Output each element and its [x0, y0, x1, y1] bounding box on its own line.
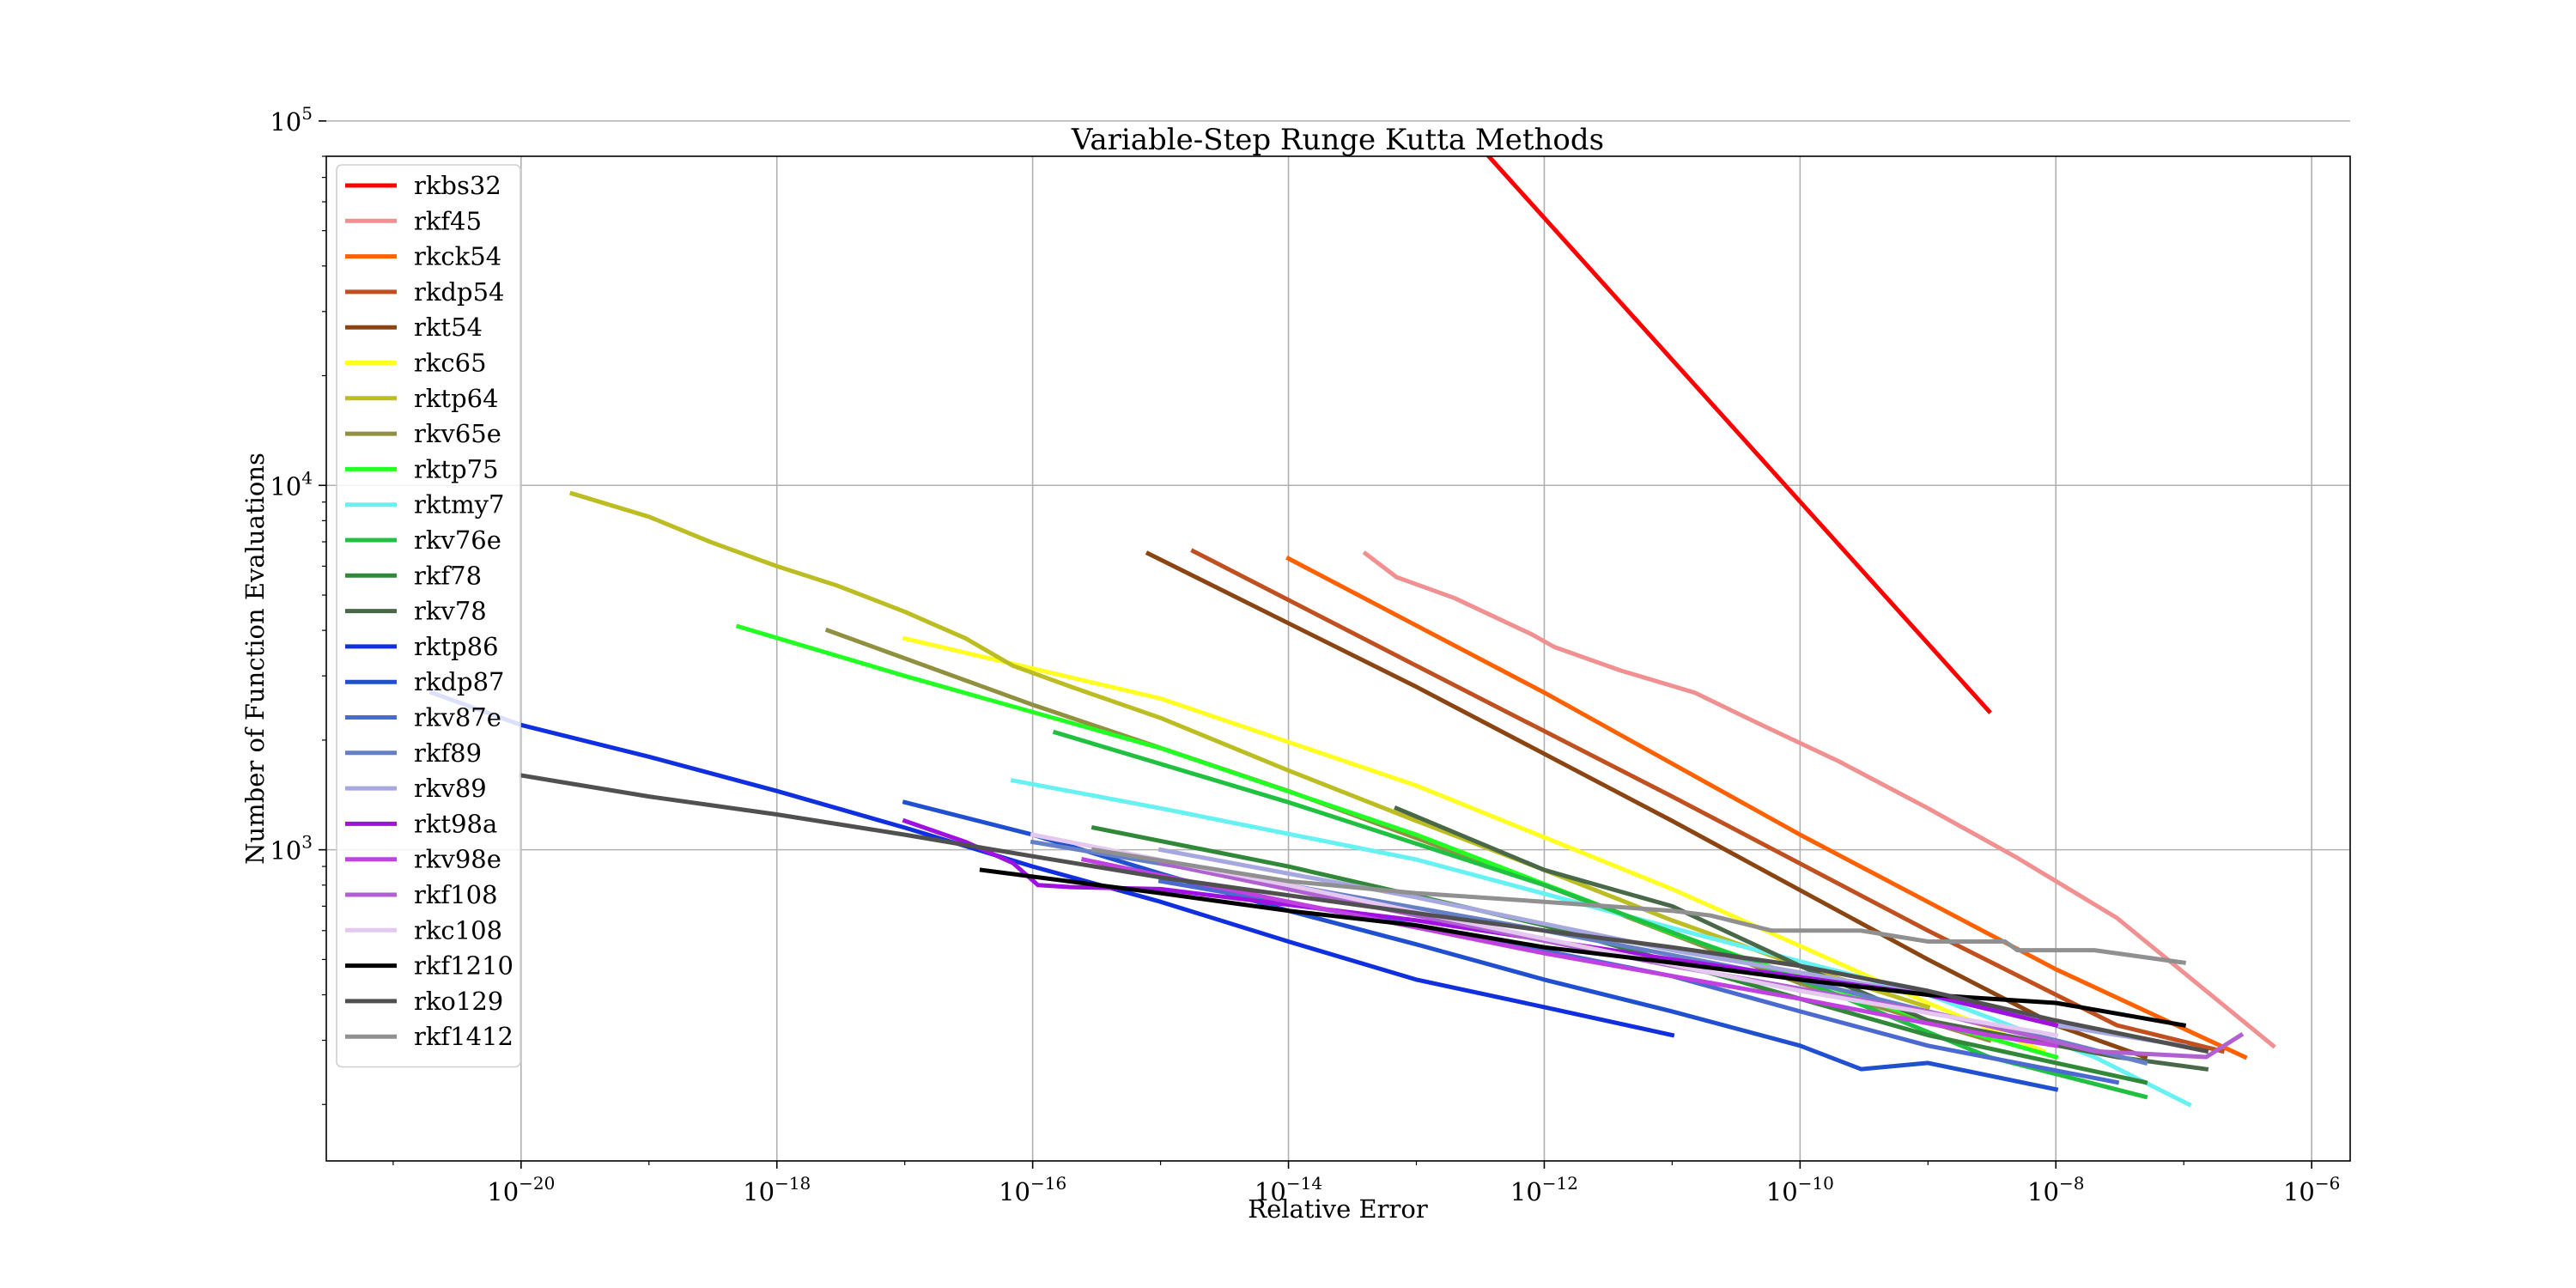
- legend-label-rkf78: rkf78: [414, 561, 482, 590]
- legend-label-rkv76e: rkv76e: [414, 526, 501, 555]
- legend-label-rkv89: rkv89: [414, 774, 487, 803]
- y-tick-base: 10: [270, 836, 301, 866]
- x-tick-base: 10: [999, 1177, 1030, 1206]
- x-tick-label: 10−20: [487, 1173, 555, 1206]
- legend-label-rkbs32: rkbs32: [414, 171, 501, 200]
- y-axis-label: Number of Function Evaluations: [240, 453, 270, 865]
- x-tick-exponent: −6: [2315, 1173, 2340, 1194]
- series-line-rkt54: [1145, 550, 2148, 1060]
- y-tick-label: 105: [270, 103, 313, 137]
- x-tick-exponent: −18: [775, 1173, 811, 1194]
- x-tick-label: 10−10: [1766, 1173, 1834, 1206]
- x-axis-ticks: 10−20 10−18 10−16 10−14 10−12 10−10 10−8 10−6: [392, 1161, 2340, 1206]
- x-tick-label: 10−6: [2283, 1173, 2340, 1206]
- x-tick-label: 10−8: [2027, 1173, 2084, 1206]
- x-tick-base: 10: [1510, 1177, 1542, 1206]
- legend-box: [336, 164, 521, 1068]
- chart-title: Variable-Step Runge Kutta Methods: [1071, 123, 1604, 157]
- y-tick-base: 10: [270, 107, 301, 137]
- legend-label-rktp86: rktp86: [414, 632, 499, 661]
- legend: rkbs32 rkf45 rkck54 rkdp54 rkt54 rkc65 rktp64 r…: [336, 164, 521, 1068]
- series-line-rkck54: [1285, 556, 2248, 1060]
- series-line-rkv76e: [1052, 729, 2148, 1100]
- series-line-rko129: [518, 773, 2209, 1054]
- legend-label-rkv65e: rkv65e: [414, 419, 501, 448]
- legend-label-rktp64: rktp64: [414, 384, 499, 413]
- legend-label-rko129: rko129: [414, 987, 503, 1016]
- y-tick-label: 103: [270, 832, 313, 866]
- y-tick-exponent: 3: [301, 832, 313, 853]
- legend-label-rkdp87: rkdp87: [414, 667, 504, 696]
- x-tick-base: 10: [487, 1177, 519, 1206]
- x-tick-label: 10−18: [743, 1173, 811, 1206]
- y-tick-base: 10: [270, 471, 301, 501]
- x-tick-base: 10: [2283, 1177, 2315, 1206]
- series-line-rkdp54: [1190, 548, 2226, 1054]
- legend-label-rkf1412: rkf1412: [414, 1022, 513, 1051]
- series-line-rkv98e: [1080, 857, 2059, 1048]
- series-lines: [428, 156, 2276, 1108]
- legend-label-rkv78: rkv78: [414, 597, 487, 626]
- legend-label-rkck54: rkck54: [414, 242, 501, 271]
- x-tick-label: 10−14: [1255, 1173, 1322, 1206]
- x-tick-label: 10−12: [1510, 1173, 1578, 1206]
- legend-label-rkf108: rkf108: [414, 880, 498, 909]
- x-tick-exponent: −10: [1798, 1173, 1834, 1194]
- series-line-rkc65: [902, 635, 2047, 1054]
- series-line-rkf1412: [1091, 847, 2187, 965]
- x-tick-base: 10: [2027, 1177, 2059, 1206]
- grid-lines: [326, 120, 2350, 1161]
- x-tick-exponent: −8: [2059, 1173, 2084, 1194]
- series-line-rkbs32: [1485, 156, 1992, 714]
- x-tick-exponent: −16: [1030, 1173, 1066, 1194]
- legend-label-rkt54: rkt54: [414, 313, 483, 342]
- series-line-rkf1210: [979, 867, 2187, 1028]
- legend-label-rkf1210: rkf1210: [414, 951, 513, 981]
- legend-label-rkv87e: rkv87e: [414, 703, 501, 732]
- x-tick-exponent: −14: [1286, 1173, 1322, 1194]
- legend-label-rkdp54: rkdp54: [414, 277, 504, 307]
- legend-label-rkc108: rkc108: [414, 915, 502, 945]
- legend-label-rkc65: rkc65: [414, 349, 487, 378]
- x-tick-base: 10: [1766, 1177, 1798, 1206]
- legend-label-rkf89: rkf89: [414, 738, 482, 768]
- x-tick-exponent: −20: [519, 1173, 555, 1194]
- series-line-rkf45: [1362, 550, 2276, 1049]
- y-tick-exponent: 4: [301, 467, 313, 488]
- legend-label-rkf45: rkf45: [414, 206, 482, 235]
- legend-label-rkt98a: rkt98a: [414, 809, 497, 838]
- x-tick-base: 10: [1255, 1177, 1286, 1206]
- legend-label-rktp75: rktp75: [414, 454, 499, 483]
- x-tick-exponent: −12: [1542, 1173, 1578, 1194]
- legend-label-rktmy7: rktmy7: [414, 490, 504, 519]
- series-line-rktp64: [568, 490, 1931, 1011]
- y-tick-label: 104: [270, 467, 313, 501]
- series-line-rkdp87: [902, 799, 2059, 1092]
- y-tick-exponent: 5: [301, 103, 313, 124]
- x-tick-label: 10−16: [999, 1173, 1066, 1206]
- series-line-rktp86: [428, 690, 1675, 1038]
- plot-frame: [325, 155, 2351, 1162]
- x-axis-label: Relative Error: [1248, 1194, 1428, 1224]
- x-tick-base: 10: [743, 1177, 775, 1206]
- series-line-rktmy7: [1010, 777, 2192, 1108]
- legend-label-rkv98e: rkv98e: [414, 845, 501, 874]
